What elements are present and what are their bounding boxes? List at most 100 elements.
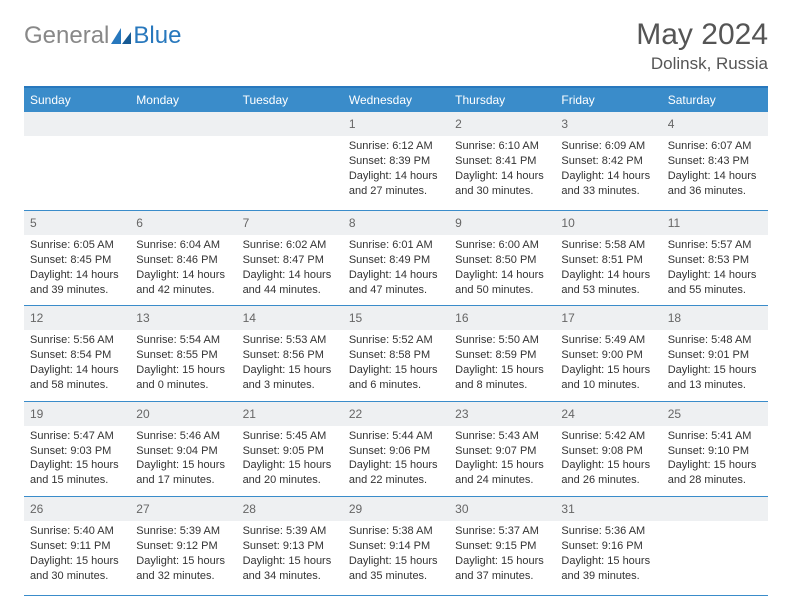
sunset-line: Sunset: 8:51 PM bbox=[561, 253, 655, 268]
day-number-cell: 19 bbox=[24, 402, 130, 426]
weekday-header: SundayMondayTuesdayWednesdayThursdayFrid… bbox=[24, 88, 768, 112]
day-number: 28 bbox=[243, 502, 256, 516]
day-number-cell: 2 bbox=[449, 112, 555, 136]
day-cell: Sunrise: 5:52 AMSunset: 8:58 PMDaylight:… bbox=[343, 330, 449, 400]
day-number-cell: 3 bbox=[555, 112, 661, 136]
day-number-cell: 5 bbox=[24, 211, 130, 235]
day-cell: Sunrise: 5:36 AMSunset: 9:16 PMDaylight:… bbox=[555, 521, 661, 595]
day-cell: Sunrise: 5:54 AMSunset: 8:55 PMDaylight:… bbox=[130, 330, 236, 400]
brand-logo: General Blue bbox=[24, 22, 181, 50]
day-number-cell: 26 bbox=[24, 497, 130, 521]
title-block: May 2024 Dolinsk, Russia bbox=[636, 18, 768, 74]
sunrise-line: Sunrise: 6:05 AM bbox=[30, 238, 124, 253]
day-number-cell: 20 bbox=[130, 402, 236, 426]
day-number-cell: 15 bbox=[343, 306, 449, 330]
sunrise-line: Sunrise: 6:12 AM bbox=[349, 139, 443, 154]
day-number: 5 bbox=[30, 216, 37, 230]
day-cell: Sunrise: 5:58 AMSunset: 8:51 PMDaylight:… bbox=[555, 235, 661, 305]
day-number: 10 bbox=[561, 216, 574, 230]
sunset-line: Sunset: 9:12 PM bbox=[136, 539, 230, 554]
sunrise-line: Sunrise: 5:41 AM bbox=[668, 429, 762, 444]
day-number: 9 bbox=[455, 216, 462, 230]
day-number: 31 bbox=[561, 502, 574, 516]
daylight-line: Daylight: 14 hours and 47 minutes. bbox=[349, 268, 443, 298]
sunrise-line: Sunrise: 6:02 AM bbox=[243, 238, 337, 253]
sail-icon bbox=[111, 28, 131, 44]
daylight-line: Daylight: 15 hours and 15 minutes. bbox=[30, 458, 124, 488]
sunrise-line: Sunrise: 5:37 AM bbox=[455, 524, 549, 539]
sunset-line: Sunset: 9:06 PM bbox=[349, 444, 443, 459]
day-number: 21 bbox=[243, 407, 256, 421]
sunset-line: Sunset: 9:13 PM bbox=[243, 539, 337, 554]
sunset-line: Sunset: 8:59 PM bbox=[455, 348, 549, 363]
day-cell: Sunrise: 5:42 AMSunset: 9:08 PMDaylight:… bbox=[555, 426, 661, 496]
day-cell: Sunrise: 5:53 AMSunset: 8:56 PMDaylight:… bbox=[237, 330, 343, 400]
day-number-cell: 14 bbox=[237, 306, 343, 330]
day-number-cell: 30 bbox=[449, 497, 555, 521]
day-cell: Sunrise: 6:02 AMSunset: 8:47 PMDaylight:… bbox=[237, 235, 343, 305]
weekday-monday: Monday bbox=[130, 88, 236, 112]
day-number-cell bbox=[237, 112, 343, 136]
daylight-line: Daylight: 15 hours and 37 minutes. bbox=[455, 554, 549, 584]
sunrise-line: Sunrise: 5:44 AM bbox=[349, 429, 443, 444]
daylight-line: Daylight: 15 hours and 24 minutes. bbox=[455, 458, 549, 488]
sunset-line: Sunset: 9:03 PM bbox=[30, 444, 124, 459]
day-cell: Sunrise: 6:01 AMSunset: 8:49 PMDaylight:… bbox=[343, 235, 449, 305]
daylight-line: Daylight: 14 hours and 42 minutes. bbox=[136, 268, 230, 298]
sunrise-line: Sunrise: 5:38 AM bbox=[349, 524, 443, 539]
sunset-line: Sunset: 8:42 PM bbox=[561, 154, 655, 169]
sunset-line: Sunset: 9:11 PM bbox=[30, 539, 124, 554]
day-number: 2 bbox=[455, 117, 462, 131]
day-cell: Sunrise: 5:50 AMSunset: 8:59 PMDaylight:… bbox=[449, 330, 555, 400]
sunset-line: Sunset: 8:46 PM bbox=[136, 253, 230, 268]
sunset-line: Sunset: 9:08 PM bbox=[561, 444, 655, 459]
sunset-line: Sunset: 8:56 PM bbox=[243, 348, 337, 363]
daylight-line: Daylight: 15 hours and 0 minutes. bbox=[136, 363, 230, 393]
day-number: 13 bbox=[136, 311, 149, 325]
sunrise-line: Sunrise: 6:01 AM bbox=[349, 238, 443, 253]
day-cell: Sunrise: 6:05 AMSunset: 8:45 PMDaylight:… bbox=[24, 235, 130, 305]
daylight-line: Daylight: 15 hours and 26 minutes. bbox=[561, 458, 655, 488]
daylight-line: Daylight: 15 hours and 17 minutes. bbox=[136, 458, 230, 488]
day-cell: Sunrise: 6:10 AMSunset: 8:41 PMDaylight:… bbox=[449, 136, 555, 210]
day-number: 23 bbox=[455, 407, 468, 421]
sunrise-line: Sunrise: 5:50 AM bbox=[455, 333, 549, 348]
sunset-line: Sunset: 9:16 PM bbox=[561, 539, 655, 554]
daylight-line: Daylight: 15 hours and 10 minutes. bbox=[561, 363, 655, 393]
day-cell: Sunrise: 6:12 AMSunset: 8:39 PMDaylight:… bbox=[343, 136, 449, 210]
sunrise-line: Sunrise: 5:42 AM bbox=[561, 429, 655, 444]
daylight-line: Daylight: 15 hours and 13 minutes. bbox=[668, 363, 762, 393]
day-number-cell: 13 bbox=[130, 306, 236, 330]
day-cell: Sunrise: 5:47 AMSunset: 9:03 PMDaylight:… bbox=[24, 426, 130, 496]
sunrise-line: Sunrise: 5:46 AM bbox=[136, 429, 230, 444]
day-cell: Sunrise: 5:40 AMSunset: 9:11 PMDaylight:… bbox=[24, 521, 130, 595]
day-cell: Sunrise: 5:41 AMSunset: 9:10 PMDaylight:… bbox=[662, 426, 768, 496]
day-number-cell bbox=[662, 497, 768, 521]
day-number-cell: 17 bbox=[555, 306, 661, 330]
day-number: 1 bbox=[349, 117, 356, 131]
day-number-cell: 6 bbox=[130, 211, 236, 235]
sunset-line: Sunset: 9:01 PM bbox=[668, 348, 762, 363]
day-number-cell: 11 bbox=[662, 211, 768, 235]
daylight-line: Daylight: 15 hours and 30 minutes. bbox=[30, 554, 124, 584]
day-cell bbox=[237, 136, 343, 210]
day-number: 24 bbox=[561, 407, 574, 421]
day-number-cell: 25 bbox=[662, 402, 768, 426]
day-cell: Sunrise: 6:07 AMSunset: 8:43 PMDaylight:… bbox=[662, 136, 768, 210]
sunset-line: Sunset: 8:41 PM bbox=[455, 154, 549, 169]
daylight-line: Daylight: 15 hours and 39 minutes. bbox=[561, 554, 655, 584]
daylight-line: Daylight: 14 hours and 30 minutes. bbox=[455, 169, 549, 199]
sunrise-line: Sunrise: 5:57 AM bbox=[668, 238, 762, 253]
daylight-line: Daylight: 14 hours and 53 minutes. bbox=[561, 268, 655, 298]
day-cell: Sunrise: 6:04 AMSunset: 8:46 PMDaylight:… bbox=[130, 235, 236, 305]
day-number: 8 bbox=[349, 216, 356, 230]
sunset-line: Sunset: 8:39 PM bbox=[349, 154, 443, 169]
day-number-cell: 22 bbox=[343, 402, 449, 426]
sunset-line: Sunset: 8:43 PM bbox=[668, 154, 762, 169]
day-number-cell: 9 bbox=[449, 211, 555, 235]
day-number: 11 bbox=[668, 216, 680, 230]
brand-part2: Blue bbox=[133, 22, 181, 49]
sunset-line: Sunset: 8:58 PM bbox=[349, 348, 443, 363]
day-number-cell: 8 bbox=[343, 211, 449, 235]
sunset-line: Sunset: 8:53 PM bbox=[668, 253, 762, 268]
